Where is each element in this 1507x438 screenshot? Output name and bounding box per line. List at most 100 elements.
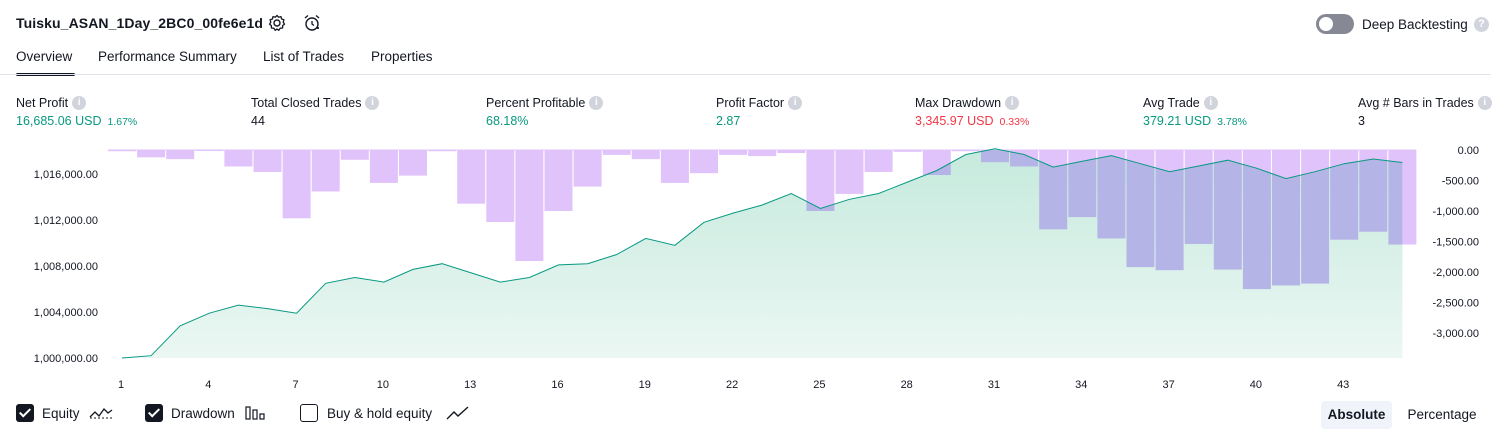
- drawdown-bar: [573, 150, 602, 187]
- y-tick-label-left: 1,008,000.00: [34, 261, 98, 273]
- stat-value: 379.21 USD 3.78%: [1143, 114, 1247, 128]
- stat-max-drawdown: Max Drawdown i 3,345.97 USD 0.33%: [915, 94, 1029, 128]
- drawdown-bar: [602, 150, 631, 155]
- stat-total-closed-trades: Total Closed Trades i 44: [251, 94, 380, 128]
- stat-label: Net Profit: [16, 95, 69, 110]
- stat-value-amount: 2.87: [716, 114, 741, 128]
- drawdown-checkbox[interactable]: [145, 404, 163, 422]
- drawdown-bar: [369, 150, 398, 183]
- y-axis-right: 0.00 -500.00 -1,000.00 -1,500.00 -2,000.00 -2…: [1433, 145, 1479, 340]
- legend-label: Equity: [42, 406, 80, 421]
- drawdown-bars-icon: [245, 404, 267, 427]
- strategy-title: Tuisku_ASAN_1Day_2BC0_00fe6e1d: [16, 15, 264, 31]
- x-tick-label: 37: [1162, 379, 1174, 391]
- drawdown-bar: [224, 150, 253, 167]
- x-tick-label: 22: [726, 379, 738, 391]
- stat-label: Avg # Bars in Trades: [1358, 95, 1474, 110]
- drawdown-bar: [631, 150, 660, 160]
- info-icon[interactable]: i: [72, 95, 87, 110]
- stat-value-percent: 3.78%: [1217, 116, 1247, 128]
- y-tick-label-right: -500.00: [1442, 176, 1479, 188]
- stat-value: 3,345.97 USD 0.33%: [915, 114, 1029, 128]
- x-tick-label: 28: [901, 379, 913, 391]
- drawdown-bar: [951, 150, 980, 152]
- drawdown-bar-overlap: [1126, 150, 1155, 268]
- tab-overview[interactable]: Overview: [16, 49, 73, 64]
- drawdown-bar: [719, 150, 748, 155]
- drawdown-bar: [253, 150, 282, 172]
- y-tick-label-left: 1,004,000.00: [34, 307, 98, 319]
- absolute-mode-button[interactable]: Absolute: [1321, 401, 1392, 429]
- stat-label: Avg Trade: [1143, 95, 1200, 110]
- question-icon[interactable]: ?: [1474, 17, 1489, 32]
- info-icon[interactable]: i: [365, 95, 380, 110]
- percentage-mode-button[interactable]: Percentage: [1407, 407, 1477, 422]
- stat-profit-factor: Profit Factor i 2.87: [716, 94, 803, 128]
- drawdown-bar: [806, 150, 835, 211]
- y-tick-label-left: 1,016,000.00: [34, 169, 98, 181]
- drawdown-bar: [690, 150, 718, 174]
- drawdown-bar: [748, 150, 777, 157]
- x-tick-label: 31: [988, 379, 1000, 391]
- stat-label: Percent Profitable: [486, 95, 586, 110]
- stat-value: 44: [251, 114, 265, 128]
- buy-hold-checkbox[interactable]: [300, 404, 318, 422]
- drawdown-bar: [777, 150, 806, 154]
- equity-line-icon: [89, 404, 113, 427]
- drawdown-bar: [515, 150, 544, 262]
- x-tick-label: 13: [464, 379, 476, 391]
- x-tick-label: 43: [1337, 379, 1349, 391]
- drawdown-bar: [399, 150, 427, 176]
- legend-label: Drawdown: [171, 406, 235, 421]
- drawdown-bar-overlap: [1359, 150, 1388, 232]
- stat-value-percent: 0.33%: [999, 116, 1030, 128]
- info-icon[interactable]: i: [1477, 95, 1492, 110]
- y-tick-label-left: 1,000,000.00: [34, 353, 98, 365]
- legend-label: Buy & hold equity: [327, 406, 433, 421]
- alarm-clock-plus-icon[interactable]: [302, 13, 322, 33]
- info-icon[interactable]: i: [589, 95, 604, 110]
- info-icon[interactable]: i: [1005, 95, 1020, 110]
- tab-list-of-trades[interactable]: List of Trades: [263, 49, 345, 64]
- stat-label: Max Drawdown: [915, 95, 1002, 110]
- stat-net-profit: Net Profit i 16,685.06 USD 1.67%: [16, 94, 137, 128]
- equity-line: [121, 148, 1403, 359]
- stat-value: 68.18%: [486, 114, 528, 128]
- drawdown-bar: [835, 150, 864, 194]
- stat-value-amount: 3: [1358, 114, 1365, 128]
- strategy-header: Tuisku_ASAN_1Day_2BC0_00fe6e1d Deep Back…: [0, 0, 1507, 46]
- drawdown-bar: [428, 150, 457, 152]
- x-tick-label: 7: [293, 379, 299, 391]
- drawdown-bar: [137, 150, 166, 158]
- stat-value-amount: 68.18%: [486, 114, 529, 128]
- drawdown-bar-overlap: [1388, 150, 1403, 245]
- drawdown-bar-overlap: [981, 150, 1009, 163]
- drawdown-bar: [282, 150, 311, 219]
- stat-value: 3: [1358, 114, 1365, 128]
- tab-performance-summary[interactable]: Performance Summary: [98, 49, 237, 64]
- x-tick-label: 19: [639, 379, 651, 391]
- y-tick-label-right: -2,000.00: [1433, 267, 1479, 279]
- toggle-knob: [1319, 17, 1333, 31]
- y-tick-label-right: 0.00: [1458, 145, 1479, 157]
- drawdown-bar: [893, 150, 922, 152]
- stat-label: Profit Factor: [716, 95, 785, 110]
- buy-hold-line-icon: [446, 404, 470, 427]
- drawdown-bar: [457, 150, 486, 204]
- gear-icon[interactable]: [267, 13, 287, 33]
- drawdown-bar: [864, 150, 893, 172]
- drawdown-bar: [340, 150, 369, 160]
- x-tick-label: 1: [118, 379, 124, 391]
- stat-value-percent: 1.67%: [107, 116, 138, 128]
- info-icon[interactable]: i: [1203, 95, 1218, 110]
- deep-backtesting-toggle[interactable]: [1316, 14, 1354, 34]
- equity-drawdown-chart[interactable]: 1,000,000.00 1,004,000.00 1,008,000.00 1,01…: [0, 140, 1507, 398]
- info-icon[interactable]: i: [788, 95, 803, 110]
- equity-checkbox[interactable]: [16, 404, 34, 422]
- report-tabs: Overview Performance Summary List of Tra…: [0, 46, 1507, 76]
- x-axis: 1 4 7 10 13 16 19 22 25 28 31 34 37 40 43: [118, 379, 1349, 391]
- x-tick-label: 40: [1250, 379, 1262, 391]
- drawdown-bar: [108, 150, 136, 152]
- y-tick-label-right: -3,000.00: [1433, 328, 1479, 340]
- tab-properties[interactable]: Properties: [371, 49, 433, 64]
